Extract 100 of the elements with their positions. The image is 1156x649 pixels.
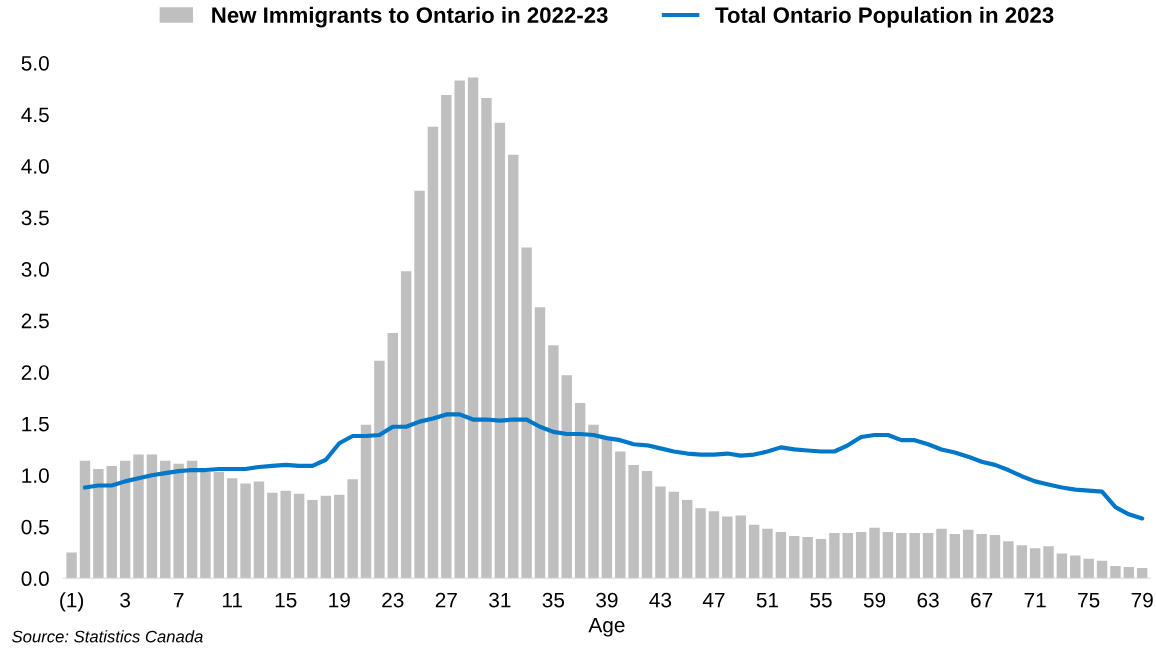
bar — [1016, 545, 1027, 579]
bar — [869, 527, 880, 579]
bar — [829, 532, 840, 579]
x-tick-label: 67 — [971, 592, 993, 608]
bar — [267, 492, 278, 579]
bar — [200, 472, 211, 579]
bar — [695, 508, 706, 579]
x-tick-label: 75 — [1078, 592, 1100, 608]
x-axis-title: Age — [588, 617, 625, 637]
bar — [963, 529, 974, 579]
bar — [441, 94, 452, 579]
bar — [681, 499, 693, 579]
y-tick-label: 3.0 — [21, 262, 49, 277]
bar — [1123, 566, 1135, 579]
bar — [494, 122, 506, 579]
bar — [240, 483, 251, 579]
bar — [1070, 555, 1081, 579]
x-tick-label: 19 — [329, 592, 350, 608]
bar — [561, 375, 572, 579]
bar — [213, 472, 225, 579]
x-tick-label: 39 — [596, 592, 618, 608]
x-tick-label: 3 — [120, 592, 131, 608]
x-tick-label: 63 — [917, 592, 939, 608]
bar — [1083, 558, 1094, 579]
bar — [802, 537, 813, 579]
bar — [400, 271, 412, 579]
x-tick-label: 31 — [489, 592, 511, 608]
bar — [1043, 546, 1054, 579]
bar — [735, 515, 746, 579]
bar — [989, 534, 1001, 579]
y-tick-label: 4.5 — [21, 107, 49, 123]
bar — [481, 97, 492, 579]
bar — [253, 481, 265, 579]
x-tick-label: 59 — [863, 592, 886, 608]
x-tick-label: 79 — [1131, 592, 1153, 608]
bar — [93, 469, 104, 579]
bar — [508, 154, 519, 579]
bar — [307, 499, 318, 579]
bar — [842, 532, 853, 579]
bar — [334, 494, 345, 579]
bar — [467, 77, 479, 579]
bar — [414, 190, 425, 579]
bar — [896, 532, 907, 579]
bar — [320, 495, 332, 579]
line-series — [82, 412, 1145, 521]
bar — [360, 424, 372, 579]
bar — [722, 516, 733, 579]
x-tick-label: 11 — [222, 592, 242, 608]
x-tick-label: 43 — [649, 592, 672, 608]
y-tick-label: 4.0 — [21, 159, 49, 174]
bar — [601, 438, 613, 579]
bar — [79, 460, 91, 579]
source-note: Source: Statistics Canada — [12, 630, 203, 643]
x-tick-label: 15 — [275, 592, 297, 608]
bar — [280, 490, 291, 579]
x-tick-label: 51 — [756, 592, 779, 608]
x-tick-label: 55 — [810, 592, 832, 608]
bar — [909, 532, 920, 579]
bar — [976, 533, 987, 579]
bar — [641, 471, 653, 579]
y-tick-label: 2.5 — [21, 313, 49, 329]
bar — [347, 479, 358, 579]
bar — [775, 531, 787, 579]
bar — [454, 80, 465, 579]
bar — [588, 424, 599, 579]
bar — [708, 511, 720, 579]
bar — [521, 247, 532, 579]
bar — [1003, 541, 1014, 579]
bar — [293, 493, 305, 579]
y-tick-label: 3.5 — [21, 210, 49, 226]
bar — [66, 552, 77, 579]
bar — [133, 454, 144, 579]
bar — [855, 531, 867, 579]
bar — [534, 307, 546, 579]
bar — [628, 464, 639, 579]
bar — [1136, 567, 1148, 579]
bar — [186, 460, 198, 579]
bar — [1096, 560, 1108, 579]
x-tick-label: 47 — [702, 592, 725, 608]
bar — [936, 528, 947, 579]
bar — [427, 126, 439, 579]
y-tick-label: 0.5 — [21, 519, 49, 535]
legend-label: Total Ontario Population in 2023 — [715, 6, 1054, 28]
x-tick-label: 27 — [435, 592, 457, 608]
bar — [374, 360, 385, 579]
bar — [748, 524, 760, 579]
x-tick-label: 71 — [1024, 592, 1046, 608]
bar — [1029, 548, 1041, 579]
x-tick-label: 23 — [382, 592, 404, 608]
y-tick-label: 2.0 — [21, 365, 49, 380]
bar — [106, 465, 117, 579]
y-tick-label: 1.5 — [22, 416, 49, 432]
x-tick-label: 35 — [542, 592, 565, 608]
bar — [615, 451, 626, 579]
x-tick-label: 7 — [173, 592, 184, 608]
bar — [789, 536, 800, 579]
bar — [387, 332, 398, 579]
x-tick-label: (1) — [60, 592, 84, 612]
bar — [226, 478, 238, 579]
bar — [574, 403, 586, 579]
